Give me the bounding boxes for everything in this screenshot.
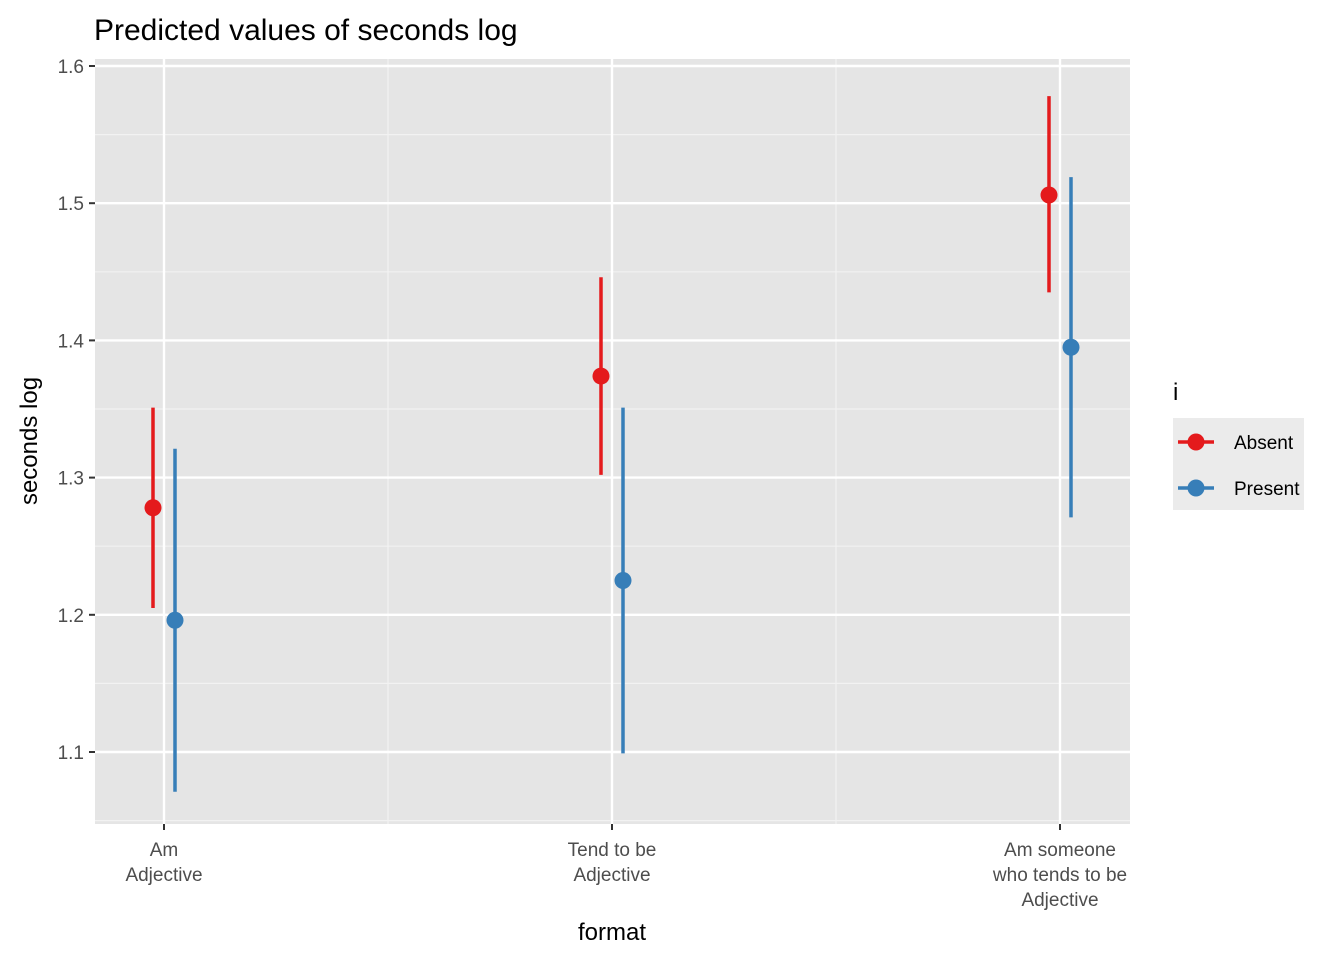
x-tick-label-line: Am	[150, 840, 179, 861]
x-tick-label: Tend to be Adjective	[568, 840, 657, 886]
point-absent	[1040, 186, 1058, 204]
legend: i Absent Present	[1173, 379, 1304, 510]
point-absent	[592, 367, 610, 385]
legend-title: i	[1173, 379, 1178, 406]
point-present	[1062, 338, 1080, 356]
y-tick-label: 1.2	[58, 606, 84, 627]
x-tick-label-line: Am someone	[1004, 840, 1116, 861]
legend-key-point	[1187, 479, 1205, 497]
legend-key-point	[1187, 433, 1205, 451]
y-axis-title: seconds log	[16, 377, 43, 505]
x-tick-label: Am Adjective	[125, 840, 202, 886]
grid-layer	[95, 59, 1130, 824]
point-absent	[144, 499, 162, 517]
axis-layer: 1.1 1.2 1.3 1.4 1.5 1.6 Am Adjective Tend to be A…	[58, 57, 1128, 911]
legend-items: Absent Present	[1173, 418, 1304, 510]
series-layer	[144, 96, 1080, 792]
y-tick-label: 1.6	[58, 57, 84, 78]
point-present	[614, 572, 632, 589]
legend-label-absent: Absent	[1234, 433, 1294, 454]
point-present	[166, 611, 184, 629]
legend-label-present: Present	[1234, 479, 1300, 500]
y-tick-label: 1.3	[58, 469, 84, 490]
x-axis-title: format	[578, 919, 646, 946]
x-tick-label: Am someone who tends to be Adjective	[992, 840, 1127, 911]
y-tick-label: 1.4	[58, 331, 85, 352]
y-tick-label: 1.5	[58, 194, 84, 215]
x-tick-label-line: Adjective	[125, 865, 202, 886]
chart-title: Predicted values of seconds log	[94, 14, 518, 47]
x-tick-label-line: Adjective	[573, 865, 650, 886]
x-tick-label-line: who tends to be	[992, 865, 1127, 886]
y-tick-label: 1.1	[58, 743, 84, 764]
x-tick-label-line: Adjective	[1021, 890, 1098, 911]
x-tick-label-line: Tend to be	[568, 840, 657, 861]
